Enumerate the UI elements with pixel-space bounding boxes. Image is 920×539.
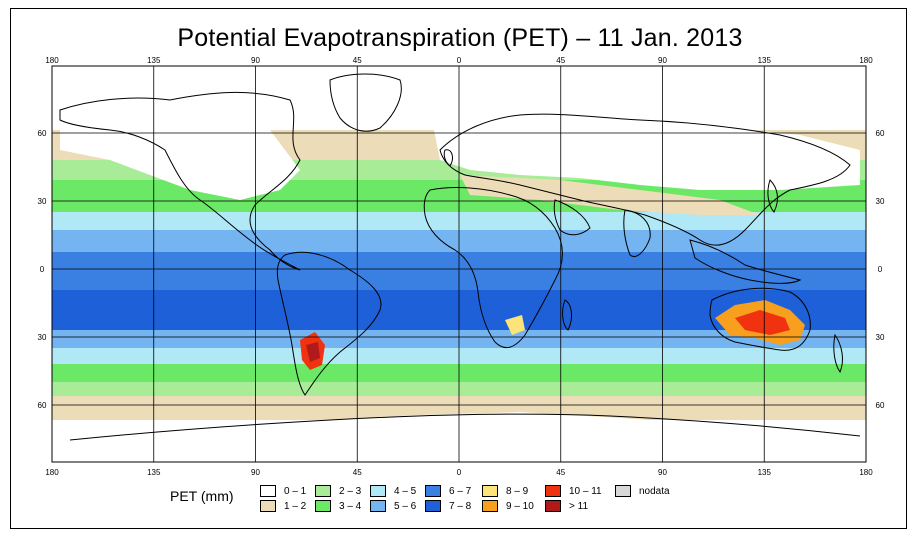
right-tick-label: 30 (876, 197, 885, 206)
map-border (51, 65, 867, 463)
bottom-tick-label: 45 (556, 468, 565, 477)
australia-core (735, 310, 790, 335)
top-lon-ticks: 180 135 90 45 0 45 90 135 180 (45, 56, 873, 65)
legend-label-3-4: 3 – 4 (339, 501, 362, 512)
right-tick-label: 30 (876, 333, 885, 342)
outline-madagascar (562, 299, 573, 331)
left-tick-label: 60 (38, 129, 47, 138)
bottom-tick-label: 45 (353, 468, 362, 477)
outline-japan (767, 179, 778, 213)
outline-india (623, 209, 651, 257)
eurasia-cold (430, 110, 860, 190)
top-tick-label: 180 (859, 56, 873, 65)
bottom-tick-label: 135 (758, 468, 772, 477)
figure-frame (10, 8, 907, 529)
outline-antarctica (69, 413, 861, 441)
left-lat-ticks: 60 30 0 30 60 (38, 129, 47, 410)
antarctica-cold (60, 412, 860, 462)
top-tick-label: 180 (45, 56, 59, 65)
outline-greenland (329, 73, 402, 132)
legend-label-9-10: 9 – 10 (506, 501, 534, 512)
legend-label-nodata: nodata (639, 486, 670, 497)
outline-uk (443, 149, 453, 167)
bottom-tick-label: 135 (147, 468, 161, 477)
legend-swatch-6-7 (425, 485, 441, 497)
legend-label-6-7: 6 – 7 (449, 486, 472, 497)
north-america-cold (60, 95, 300, 200)
outline-australia (709, 287, 811, 351)
left-tick-label: 60 (38, 401, 47, 410)
top-tick-label: 90 (251, 56, 260, 65)
legend-label-10-11: 10 – 11 (569, 486, 602, 497)
legend-swatch-10-11 (545, 485, 561, 497)
top-tick-label: 135 (758, 56, 772, 65)
outline-new-zealand (833, 333, 843, 374)
legend-swatch-0-1 (260, 485, 276, 497)
legend-swatch-5-6 (370, 500, 386, 512)
bottom-tick-label: 90 (251, 468, 260, 477)
bottom-tick-label: 0 (457, 468, 462, 477)
legend-swatch-9-10 (482, 500, 498, 512)
left-tick-label: 0 (40, 265, 45, 274)
top-tick-label: 0 (457, 56, 462, 65)
legend-label-2-3: 2 – 3 (339, 486, 362, 497)
top-tick-label: 90 (658, 56, 667, 65)
left-tick-label: 30 (38, 333, 47, 342)
legend-swatch-4-5 (370, 485, 386, 497)
legend-swatch-2-3 (315, 485, 331, 497)
bottom-tick-label: 180 (859, 468, 873, 477)
legend-label-5-6: 5 – 6 (394, 501, 417, 512)
right-lat-ticks: 60 30 0 30 60 (876, 129, 885, 410)
south-africa-warm (505, 315, 525, 335)
top-tick-label: 45 (353, 56, 362, 65)
bottom-tick-label: 90 (658, 468, 667, 477)
bottom-tick-label: 180 (45, 468, 59, 477)
legend-swatch-3-4 (315, 500, 331, 512)
bottom-lon-ticks: 180 135 90 45 0 45 90 135 180 (45, 468, 873, 477)
legend-swatch-gt-11 (545, 500, 561, 512)
legend-swatch-8-9 (482, 485, 498, 497)
eurasia-cool (460, 175, 760, 215)
legend-label-0-1: 0 – 1 (284, 486, 307, 497)
legend-title: PET (mm) (170, 488, 234, 504)
outline-europe-asia (439, 113, 851, 246)
outline-south-america (276, 251, 382, 396)
right-tick-label: 60 (876, 401, 885, 410)
outline-arabia (553, 199, 591, 236)
legend-swatch-7-8 (425, 500, 441, 512)
legend-label-1-2: 1 – 2 (284, 501, 307, 512)
outline-southeast-asia (689, 239, 802, 284)
legend-label-gt-11: > 11 (569, 501, 588, 512)
map-title: Potential Evapotranspiration (PET) – 11 … (177, 24, 743, 52)
legend-label-8-9: 8 – 9 (506, 486, 529, 497)
top-tick-label: 135 (147, 56, 161, 65)
right-tick-label: 0 (878, 265, 883, 274)
outline-north-america (59, 91, 301, 271)
right-tick-label: 60 (876, 129, 885, 138)
left-tick-label: 30 (38, 197, 47, 206)
legend-label-4-5: 4 – 5 (394, 486, 417, 497)
top-tick-label: 45 (556, 56, 565, 65)
legend-swatch-nodata (615, 485, 631, 497)
continent-outlines (59, 73, 861, 441)
argentina-core (306, 342, 320, 362)
legend-swatch-1-2 (260, 500, 276, 512)
legend-label-7-8: 7 – 8 (449, 501, 472, 512)
